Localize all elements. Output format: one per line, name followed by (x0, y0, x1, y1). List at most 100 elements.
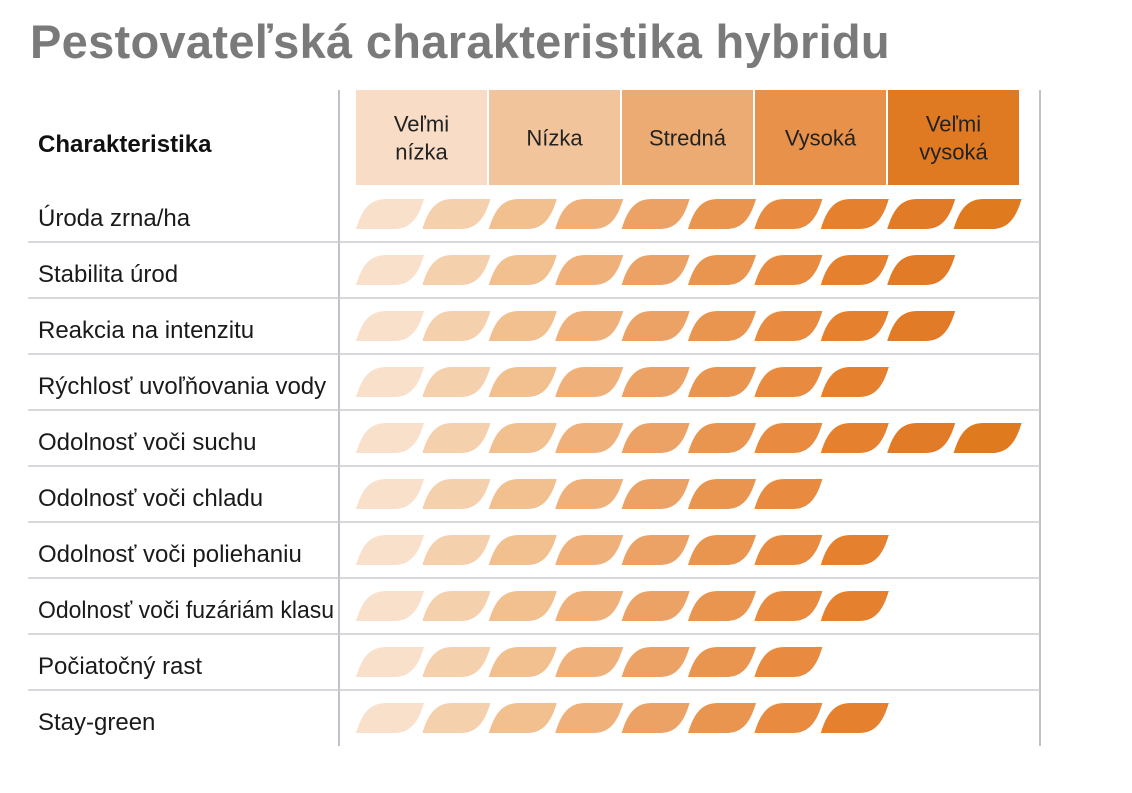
chart-title: Pestovateľská charakteristika hybridu (30, 15, 890, 68)
level-header-cell (755, 90, 886, 185)
rating-leaf (488, 367, 557, 397)
rating-leaf (356, 423, 424, 453)
rating-leaf (621, 647, 690, 677)
rating-leaf (356, 479, 424, 509)
rating-leaf (422, 535, 491, 565)
level-header-cell (888, 90, 1019, 185)
rating-leaf (356, 703, 424, 733)
rating-leaf (555, 647, 624, 677)
rating-leaf (688, 199, 756, 229)
rating-leaf (754, 479, 823, 509)
level-header-cell (489, 90, 620, 185)
rating-leaf (488, 591, 557, 621)
rating-leaf (488, 703, 557, 733)
rating-leaf (754, 255, 823, 285)
rating-leaf (688, 535, 756, 565)
rating-leaf (555, 703, 624, 733)
rating-leaf (621, 535, 690, 565)
rating-leaf (356, 311, 424, 341)
rating-leaf (555, 535, 624, 565)
rating-leaf (555, 423, 624, 453)
rating-leaf (887, 255, 956, 285)
rating-leaf (422, 591, 491, 621)
rating-leaf (555, 255, 624, 285)
rating-leaf (688, 423, 756, 453)
row-label: Stabilita úrod (38, 261, 178, 288)
rating-leaf (488, 647, 557, 677)
rating-leaf (356, 647, 424, 677)
rating-leaf (820, 591, 889, 621)
rating-leaf (621, 367, 690, 397)
rating-leaf (422, 199, 491, 229)
rating-leaf (688, 647, 756, 677)
rating-leaf (688, 591, 756, 621)
rating-leaf (887, 199, 956, 229)
rating-leaf (820, 199, 889, 229)
row-label: Rýchlosť uvoľňovania vody (38, 373, 326, 400)
rating-leaf (621, 591, 690, 621)
rating-leaf (488, 199, 557, 229)
rating-leaf (422, 311, 491, 341)
level-header-label: Nízka (526, 126, 583, 151)
rating-leaf (422, 479, 491, 509)
rating-leaf (621, 703, 690, 733)
rating-leaf (356, 199, 424, 229)
rating-leaf (356, 591, 424, 621)
row-label: Úroda zrna/ha (38, 205, 191, 232)
rating-leaf (555, 591, 624, 621)
rating-leaf (488, 479, 557, 509)
rating-leaf (488, 423, 557, 453)
rating-leaf (754, 647, 823, 677)
rating-leaf (621, 255, 690, 285)
rating-leaf (887, 423, 956, 453)
rating-leaf (754, 423, 823, 453)
level-header-label: Stredná (649, 126, 727, 151)
row-label: Odolnosť voči chladu (38, 485, 263, 512)
row-header-label: Charakteristika (38, 131, 212, 158)
rating-leaf (820, 367, 889, 397)
level-header-label: Veľmi nízka (394, 112, 449, 165)
level-header-cell (356, 90, 487, 185)
rating-leaf (621, 199, 690, 229)
rating-leaf (621, 479, 690, 509)
rating-leaf (887, 311, 956, 341)
row-label: Počiatočný rast (38, 653, 202, 680)
rating-leaf (688, 311, 756, 341)
rating-leaf (820, 535, 889, 565)
rating-leaf (688, 255, 756, 285)
rating-leaf (356, 367, 424, 397)
row-label: Odolnosť voči poliehaniu (38, 541, 302, 568)
rating-leaf (953, 423, 1022, 453)
rating-leaf (555, 311, 624, 341)
rating-leaf (820, 703, 889, 733)
rating-leaf (621, 423, 690, 453)
row-label: Stay-green (38, 709, 155, 736)
level-header-label: Veľmi vysoká (919, 112, 988, 165)
rating-leaf (953, 199, 1022, 229)
rating-leaf (688, 479, 756, 509)
rating-leaf (555, 479, 624, 509)
rating-leaf (422, 703, 491, 733)
rating-leaf (422, 647, 491, 677)
rating-leaf (754, 535, 823, 565)
rating-leaf (688, 703, 756, 733)
rating-leaf (820, 311, 889, 341)
rating-leaf (356, 535, 424, 565)
rating-leaf (422, 255, 491, 285)
rating-leaf (488, 255, 557, 285)
rating-leaf (754, 703, 823, 733)
rating-leaf (621, 311, 690, 341)
rating-leaf (688, 367, 756, 397)
rating-leaf (754, 367, 823, 397)
rating-leaf (422, 367, 491, 397)
row-label: Odolnosť voči fuzáriám klasu (38, 597, 334, 624)
rating-leaf (356, 255, 424, 285)
level-header-cell (622, 90, 753, 185)
rating-leaf (555, 367, 624, 397)
rating-leaf (754, 591, 823, 621)
rating-leaf (488, 535, 557, 565)
rating-leaf (820, 423, 889, 453)
rating-leaf (754, 199, 823, 229)
level-header-label: Vysoká (785, 126, 857, 151)
